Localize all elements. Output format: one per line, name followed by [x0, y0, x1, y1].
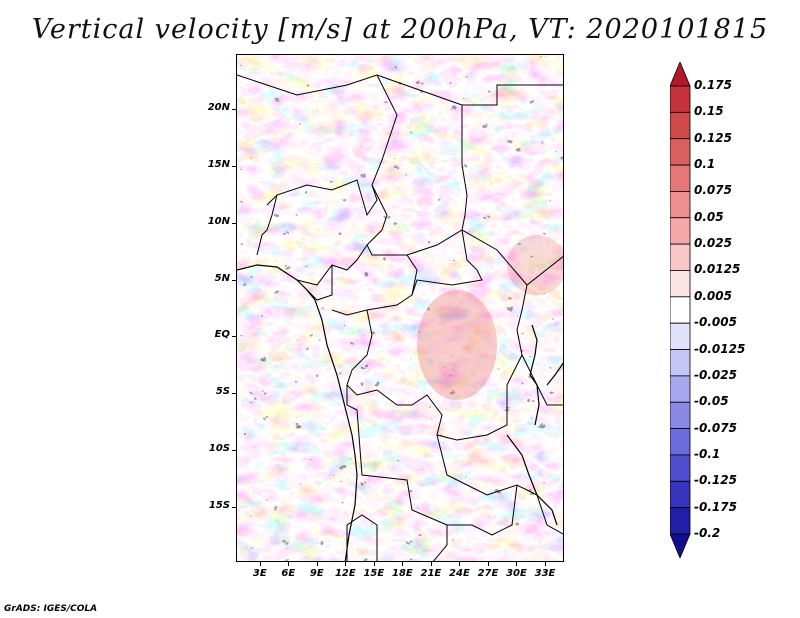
country-borders: [237, 74, 563, 561]
colorbar-top-arrow: [670, 62, 691, 87]
lon-tick-label: 15E: [363, 568, 385, 579]
colorbar-segment: [670, 243, 691, 271]
colorbar-tick-label: 0.075: [694, 183, 732, 198]
lat-tick-label: 5S: [215, 386, 230, 398]
colorbar-segment: [670, 349, 691, 377]
lat-tick: [232, 108, 236, 110]
colorbar-segment: [670, 270, 691, 298]
lon-tick: [345, 562, 347, 566]
lat-tick-label: 20N: [207, 101, 230, 113]
chart-title: Vertical velocity [m/s] at 200hPa, VT: 2…: [31, 14, 769, 45]
lon-tick: [373, 562, 375, 566]
lat-tick: [232, 507, 236, 509]
lat-tick: [232, 450, 236, 452]
lon-tick: [487, 562, 489, 566]
colorbar-tick-label: 0.05: [694, 209, 724, 224]
colorbar: [670, 62, 691, 558]
colorbar-segment: [670, 322, 691, 350]
colorbar-tick-label: 0.15: [694, 104, 724, 119]
colorbar-segment: [670, 375, 691, 403]
colorbar-bottom-arrow: [670, 533, 691, 558]
colorbar-tick-label: 0.025: [694, 236, 732, 251]
updraft-region-east: [507, 235, 563, 295]
colorbar-segment: [670, 480, 691, 509]
lon-tick: [316, 562, 318, 566]
lat-tick-label: 15N: [207, 158, 230, 170]
colorbar-segment: [670, 164, 691, 192]
colorbar-segment: [670, 217, 691, 245]
colorbar-tick-label: -0.005: [694, 315, 737, 330]
lon-tick: [402, 562, 404, 566]
colorbar-tick-label: 0.0125: [694, 262, 741, 277]
lat-tick-label: 15S: [208, 500, 230, 512]
map-plot-area: [236, 54, 564, 562]
colorbar-tick-label: -0.1: [694, 446, 721, 461]
lon-tick-label: 3E: [252, 568, 267, 579]
colorbar-tick-label: 0.005: [694, 288, 732, 303]
lat-tick: [232, 279, 236, 281]
colorbar-segment: [670, 111, 691, 140]
lon-tick: [544, 562, 546, 566]
footer-credit: GrADS: IGES/COLA: [4, 604, 98, 614]
colorbar-segment: [670, 138, 691, 166]
colorbar-tick-label: -0.075: [694, 420, 737, 435]
lat-tick-label: 10N: [207, 215, 230, 227]
lat-tick-label: 5N: [214, 272, 230, 284]
colorbar-tick-label: -0.175: [694, 499, 737, 514]
lon-tick-label: 9E: [309, 568, 324, 579]
lat-tick: [232, 222, 236, 224]
lon-tick-label: 30E: [506, 568, 527, 579]
colorbar-segment: [670, 454, 691, 482]
colorbar-tick-label: -0.2: [694, 526, 721, 540]
colorbar-tick-label: 0.1: [694, 157, 716, 172]
colorbar-segment: [670, 85, 691, 113]
vertical-velocity-field-detail: [237, 55, 563, 561]
colorbar-segment: [670, 191, 691, 219]
lat-tick: [232, 165, 236, 167]
lon-tick-label: 21E: [420, 568, 442, 579]
lon-tick-label: 24E: [449, 568, 470, 579]
colorbar-tick-label: -0.125: [694, 473, 737, 488]
lon-tick: [288, 562, 290, 566]
coastline: [237, 264, 563, 561]
lon-tick-label: 27E: [477, 568, 499, 579]
lon-tick-label: 12E: [334, 568, 356, 579]
lat-tick: [232, 336, 236, 338]
colorbar-tick-label: -0.0125: [694, 341, 746, 356]
lon-tick: [459, 562, 461, 566]
colorbar-segment: [670, 401, 691, 429]
lon-tick-label: 6E: [281, 568, 296, 579]
colorbar-tick-label: -0.025: [694, 367, 737, 382]
lon-tick: [259, 562, 261, 566]
lon-tick: [516, 562, 518, 566]
colorbar-tick-label: -0.05: [694, 394, 729, 409]
colorbar-segment: [670, 507, 691, 535]
lat-tick-label: 10S: [208, 443, 230, 455]
lon-tick-label: 18E: [392, 568, 413, 579]
colorbar-segment: [670, 428, 691, 456]
colorbar-tick-label: 0.175: [694, 78, 732, 92]
lon-tick-label: 33E: [534, 568, 556, 579]
lat-tick: [232, 393, 236, 395]
colorbar-tick-label: 0.125: [694, 130, 732, 145]
colorbar-segment: [670, 296, 691, 324]
updraft-region-congo: [417, 290, 497, 400]
lat-tick-label: EQ: [214, 329, 230, 341]
lon-tick: [430, 562, 432, 566]
